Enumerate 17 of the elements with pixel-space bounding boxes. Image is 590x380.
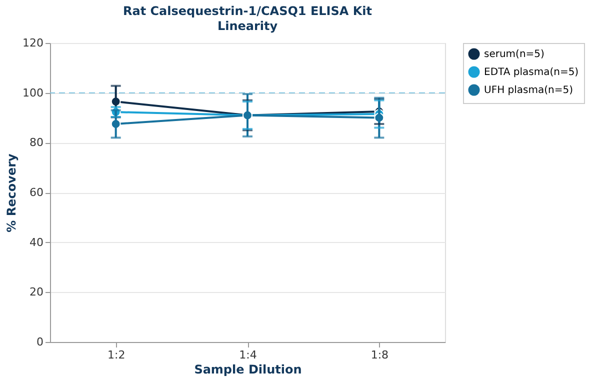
legend-label: serum(n=5) [484, 49, 545, 60]
y-tick-label: 60 [30, 186, 44, 199]
x-axis-title: Sample Dilution [194, 362, 302, 376]
y-tick-label: 100 [22, 86, 44, 100]
legend-label: UFH plasma(n=5) [484, 85, 574, 96]
x-tick-label: 1:2 [107, 348, 126, 362]
x-tick-label: 1:8 [370, 348, 389, 362]
y-tick-label: 80 [30, 136, 44, 150]
chart-subtitle: Linearity [217, 19, 278, 33]
chart-title: Rat Calsequestrin-1/CASQ1 ELISA Kit [122, 4, 372, 18]
x-tick-label: 1:4 [239, 348, 257, 362]
y-tick-label: 120 [22, 36, 44, 50]
y-axis-title: % Recovery [4, 154, 19, 232]
y-tick-label: 0 [36, 336, 44, 348]
legend-label: EDTA plasma(n=5) [484, 67, 579, 78]
y-tick-label: 20 [30, 286, 44, 299]
y-tick-label: 40 [30, 236, 44, 249]
